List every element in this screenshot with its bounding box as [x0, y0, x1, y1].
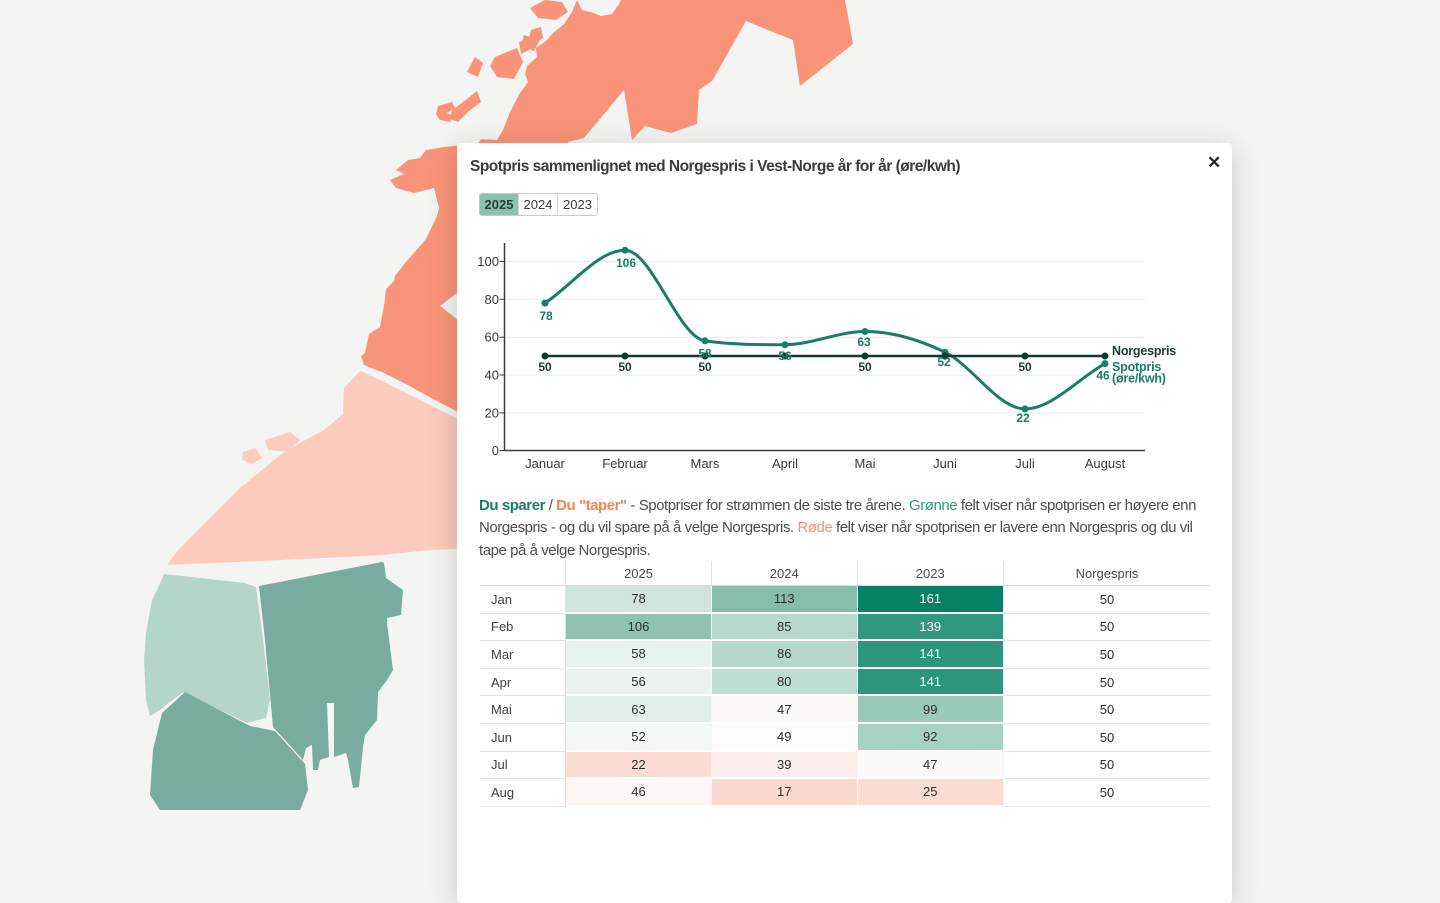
- svg-text:22: 22: [1016, 411, 1030, 425]
- svg-text:Norgespris: Norgespris: [1112, 344, 1176, 358]
- svg-text:Februar: Februar: [602, 456, 648, 471]
- svg-text:78: 78: [539, 309, 553, 323]
- svg-text:Juni: Juni: [933, 456, 957, 471]
- svg-text:60: 60: [485, 330, 499, 345]
- svg-text:20: 20: [485, 405, 499, 420]
- svg-text:August: August: [1085, 456, 1126, 471]
- svg-text:50: 50: [1018, 360, 1032, 374]
- svg-text:0: 0: [492, 443, 499, 458]
- svg-text:50: 50: [698, 360, 712, 374]
- svg-text:40: 40: [485, 368, 499, 383]
- svg-text:100: 100: [477, 254, 499, 269]
- svg-text:46: 46: [1096, 369, 1110, 383]
- svg-text:50: 50: [538, 360, 552, 374]
- svg-text:Mars: Mars: [691, 456, 720, 471]
- svg-text:Januar: Januar: [525, 456, 565, 471]
- svg-text:Juli: Juli: [1015, 456, 1035, 471]
- svg-text:50: 50: [618, 360, 632, 374]
- svg-text:106: 106: [616, 256, 636, 270]
- svg-text:Spotpris: Spotpris: [1112, 360, 1161, 374]
- svg-text:56: 56: [778, 349, 792, 363]
- svg-text:(øre/kwh): (øre/kwh): [1112, 372, 1166, 386]
- svg-text:80: 80: [485, 292, 499, 307]
- svg-text:58: 58: [698, 346, 712, 360]
- svg-text:52: 52: [937, 355, 951, 369]
- svg-text:Mai: Mai: [855, 456, 876, 471]
- svg-text:50: 50: [858, 360, 872, 374]
- svg-text:63: 63: [857, 335, 871, 349]
- svg-text:April: April: [772, 456, 798, 471]
